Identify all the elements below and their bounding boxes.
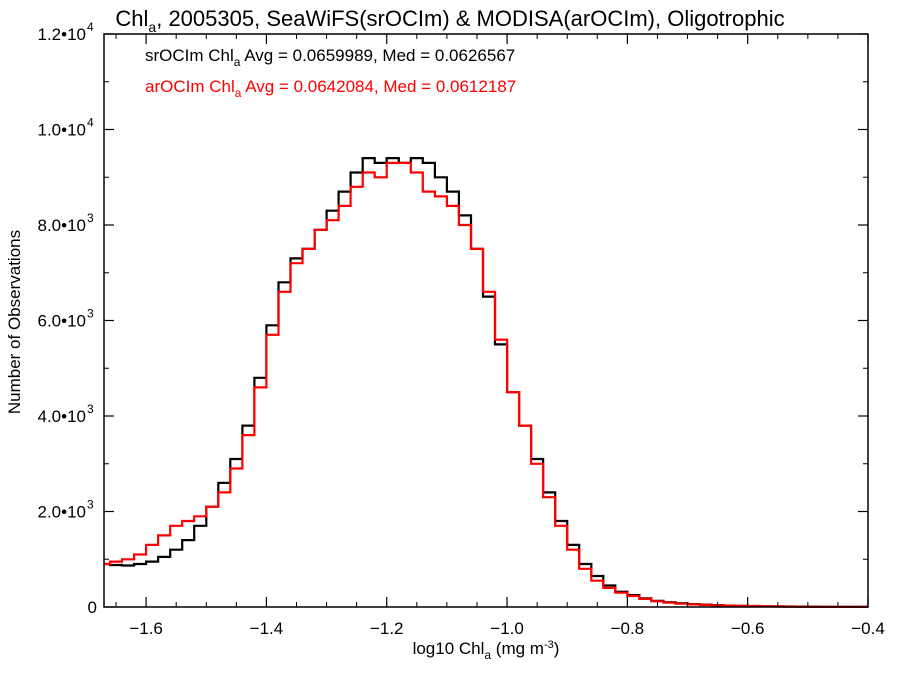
y-tick-label: 8.0•10 [38, 216, 87, 235]
x-tick-label: −1.0 [490, 619, 524, 638]
x-tick-label: −1.2 [370, 619, 404, 638]
x-axis-label: log10 Chla (mg m-3) [413, 639, 560, 662]
y-tick-label: 2.0•10 [38, 503, 87, 522]
chart-title: Chla, 2005305, SeaWiFS(srOCIm) & MODISA(… [115, 6, 784, 35]
y-tick-label: 0 [88, 598, 97, 617]
y-tick-exponent: 3 [87, 402, 94, 416]
y-tick-exponent: 3 [87, 307, 94, 321]
y-tick-label: 4.0•10 [38, 407, 87, 426]
y-tick-exponent: 4 [87, 20, 94, 34]
series-line-arocim [104, 161, 868, 608]
annotation-sroclm: srOCIm Chla Avg = 0.0659989, Med = 0.062… [145, 46, 515, 69]
y-axis-ticks: 02.0•10 34.0•10 36.0•10 38.0•10 31.0•10 41.2•… [38, 20, 868, 617]
x-tick-label: −0.8 [611, 619, 645, 638]
y-tick-exponent: 4 [87, 116, 94, 130]
x-tick-label: −1.4 [250, 619, 284, 638]
x-tick-label: −0.4 [851, 619, 885, 638]
x-tick-label: −1.6 [129, 619, 163, 638]
y-tick-label: 1.0•10 [38, 121, 87, 140]
x-tick-label: −0.6 [731, 619, 765, 638]
annotation-aroclm: arOCIm Chla Avg = 0.0642084, Med = 0.061… [145, 77, 516, 100]
y-tick-exponent: 3 [87, 211, 94, 225]
plot-area: −1.6 −1.4 −1.2 −1.0 −0.8 −0.6 −0.4 02.0•10 34.0… [38, 20, 885, 638]
x-axis-ticks: −1.6 −1.4 −1.2 −1.0 −0.8 −0.6 −0.4 [115, 34, 885, 638]
y-tick-exponent: 3 [87, 498, 94, 512]
y-axis-label: Number of Observations [5, 230, 24, 414]
y-tick-label: 1.2•10 [38, 25, 87, 44]
y-tick-label: 6.0•10 [38, 312, 87, 331]
series-layer [104, 157, 868, 608]
